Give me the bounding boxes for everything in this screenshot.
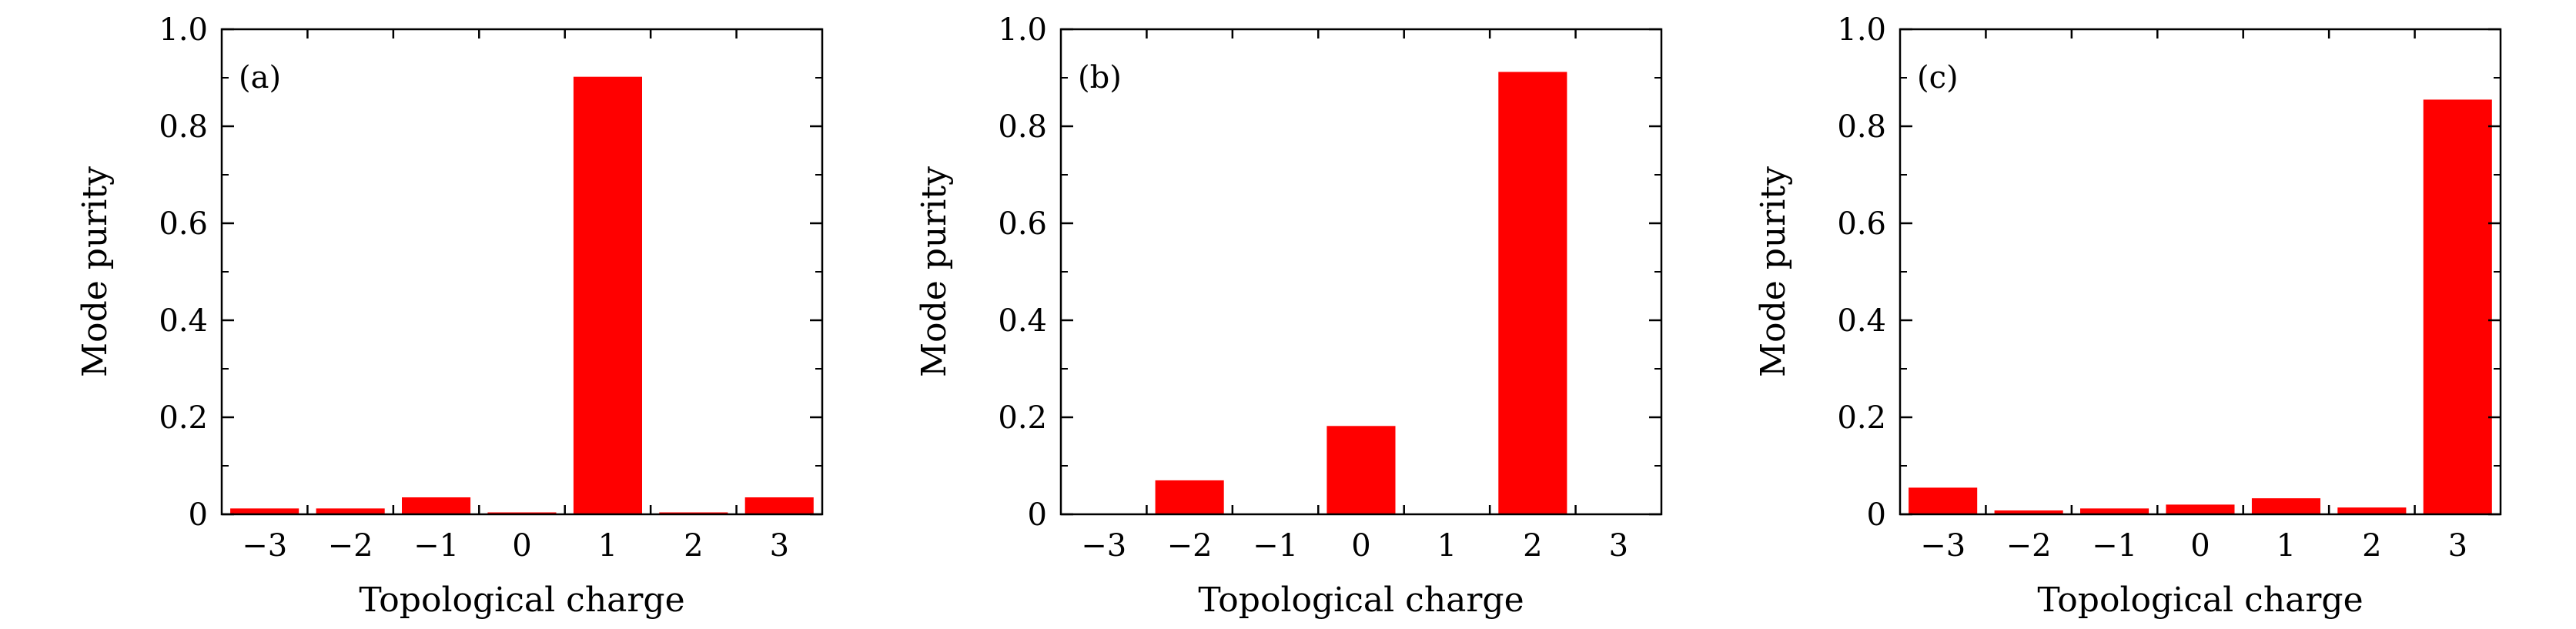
plot-frame <box>220 28 824 516</box>
y-tick-label: 0.6 <box>1837 206 1886 242</box>
x-axis-title: Topological charge <box>2037 580 2363 620</box>
x-tick-label: 0 <box>2190 528 2210 564</box>
chart-panel-3: −3 −2 −1 0 1 2 3 0 0.2 0.4 0.6 0.8 1.0 Topological ch… <box>1754 12 2502 620</box>
bar-2-4 <box>1326 426 1396 514</box>
x-tick-label: −3 <box>242 528 287 564</box>
panel-label: (b) <box>1078 60 1122 95</box>
y-tick-label: 0.4 <box>159 303 208 339</box>
y-tick-label: 1.0 <box>998 12 1047 48</box>
y-tick-label: 0.2 <box>159 400 208 436</box>
y-tick-label: 0.6 <box>159 206 208 242</box>
x-tick-label: −2 <box>328 528 373 564</box>
bar-1-2 <box>316 508 385 514</box>
y-axis-title: Mode purity <box>915 166 954 377</box>
x-tick-label: −1 <box>1253 528 1298 564</box>
x-tick-label: −1 <box>2092 528 2137 564</box>
chart-panel-1: −3 −2 −1 0 1 2 3 0 0.2 0.4 0.6 0.8 1.0 Topological ch… <box>75 12 824 620</box>
y-tick-label: 0 <box>1867 497 1886 533</box>
bar-3-2 <box>1994 510 2063 514</box>
x-tick-label: −2 <box>2006 528 2052 564</box>
y-tick-label: 0.4 <box>998 303 1047 339</box>
y-tick-label: 0.2 <box>998 400 1047 436</box>
x-tick-label: −1 <box>413 528 459 564</box>
bar-3-3 <box>2080 508 2149 514</box>
x-tick-label: −3 <box>1920 528 1965 564</box>
x-tick-label: 2 <box>2362 528 2381 564</box>
panel-label: (c) <box>1917 60 1959 95</box>
x-tick-label: 1 <box>598 528 617 564</box>
x-tick-label: 3 <box>770 528 789 564</box>
x-tick-label: 3 <box>1609 528 1628 564</box>
bar-1-1 <box>230 508 299 514</box>
y-tick-label: 0.8 <box>998 109 1047 145</box>
y-tick-label: 0 <box>1028 497 1047 533</box>
panel-label: (a) <box>239 60 281 95</box>
x-tick-label: 2 <box>1523 528 1542 564</box>
x-tick-label: −3 <box>1081 528 1126 564</box>
y-tick-label: 0 <box>189 497 208 533</box>
x-tick-label: 1 <box>1437 528 1457 564</box>
y-tick-label: 1.0 <box>159 12 208 48</box>
x-tick-label: 0 <box>1351 528 1370 564</box>
bar-1-3 <box>402 497 471 514</box>
bar-2-6 <box>1498 72 1567 514</box>
y-tick-label: 0.2 <box>1837 400 1886 436</box>
x-tick-label: 1 <box>2277 528 2296 564</box>
y-tick-label: 0.8 <box>1837 109 1886 145</box>
y-axis-title: Mode purity <box>75 166 115 377</box>
bar-3-1 <box>1909 487 1978 514</box>
x-tick-label: 3 <box>2448 528 2467 564</box>
y-tick-label: 0.4 <box>1837 303 1886 339</box>
x-tick-label: 2 <box>684 528 703 564</box>
x-axis-title: Topological charge <box>359 580 684 620</box>
x-axis-title: Topological charge <box>1198 580 1524 620</box>
y-tick-label: 0.8 <box>159 109 208 145</box>
bar-1-7 <box>744 497 814 514</box>
x-tick-label: −2 <box>1167 528 1213 564</box>
chart-panel-2: −3 −2 −1 0 1 2 3 0 0.2 0.4 0.6 0.8 1.0 Topological ch… <box>915 12 1663 620</box>
y-tick-label: 0.6 <box>998 206 1047 242</box>
plot-frame <box>1899 28 2502 516</box>
bar-3-5 <box>2251 498 2320 514</box>
bar-1-5 <box>573 76 642 514</box>
bar-3-4 <box>2166 504 2235 514</box>
bar-2-2 <box>1155 480 1224 514</box>
bar-3-7 <box>2423 99 2492 514</box>
y-axis-title: Mode purity <box>1754 166 1793 377</box>
x-tick-label: 0 <box>512 528 531 564</box>
bar-3-6 <box>2337 507 2407 514</box>
y-tick-label: 1.0 <box>1837 12 1886 48</box>
